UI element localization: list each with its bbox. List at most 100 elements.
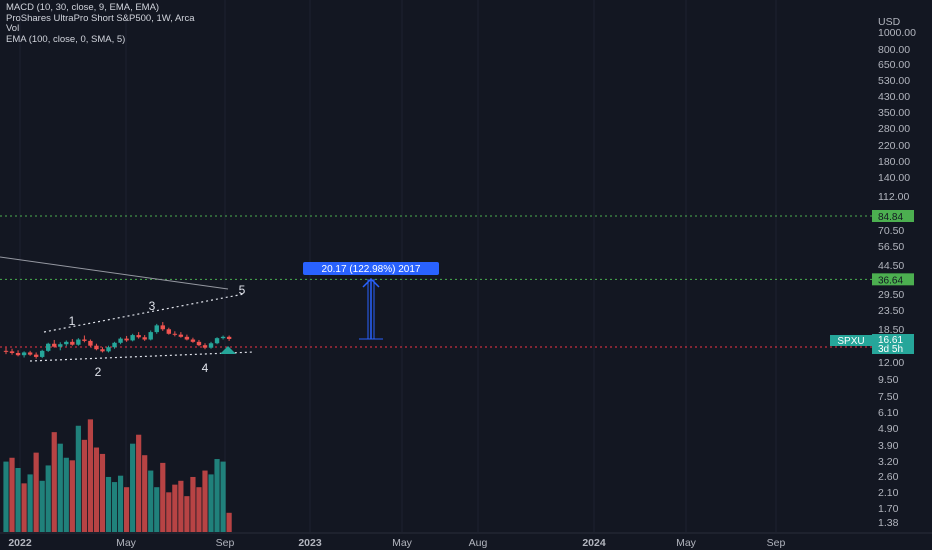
volume-bar xyxy=(220,461,226,532)
level-price-tag xyxy=(872,210,914,222)
candle-body[interactable] xyxy=(226,336,232,340)
legend-symbol-title[interactable]: ProShares UltraPro Short S&P500, 1W, Arc… xyxy=(6,12,195,24)
volume-bar xyxy=(142,455,148,532)
price-axis-tick-label: 9.50 xyxy=(878,374,899,386)
candle-body[interactable] xyxy=(142,337,147,340)
volume-bar xyxy=(39,480,45,532)
candle-body[interactable] xyxy=(184,336,190,340)
volume-bar xyxy=(21,483,27,532)
price-axis-tick-label: 800.00 xyxy=(878,44,910,56)
candle-body[interactable] xyxy=(76,339,81,345)
volume-bar xyxy=(27,474,33,532)
time-axis-tick-label: 2022 xyxy=(8,537,32,549)
volume-bar xyxy=(202,470,208,532)
time-axis-tick-label: Aug xyxy=(469,537,488,549)
price-axis-tick-label: 12.00 xyxy=(878,357,904,369)
candle-body[interactable] xyxy=(178,334,184,337)
time-axis-tick-label: May xyxy=(676,537,697,549)
candle-body[interactable] xyxy=(112,342,117,348)
time-axis-tick-label: Sep xyxy=(216,537,235,549)
candle-body[interactable] xyxy=(130,335,135,341)
legend-volume[interactable]: Vol xyxy=(6,23,20,34)
price-axis-tick-label: 56.50 xyxy=(878,241,904,253)
candle-body[interactable] xyxy=(88,340,93,346)
time-axis-tick-label: 2023 xyxy=(298,537,322,549)
candle-body[interactable] xyxy=(172,333,178,335)
candle-body[interactable] xyxy=(52,343,57,347)
volume-bar xyxy=(3,461,9,532)
volume-bar xyxy=(117,475,124,532)
candle-body[interactable] xyxy=(136,335,141,338)
price-axis-tick-label: 650.00 xyxy=(878,59,910,71)
volume-bar xyxy=(178,480,184,532)
candle-body[interactable] xyxy=(64,341,69,345)
price-axis-tick-label: 1.70 xyxy=(878,503,899,515)
candle-body[interactable] xyxy=(106,347,111,352)
candle-body[interactable] xyxy=(208,343,214,348)
up-arrow-marker[interactable] xyxy=(220,346,236,354)
candle-body[interactable] xyxy=(124,338,129,341)
candle-body[interactable] xyxy=(9,351,15,353)
time-axis-tick-label: May xyxy=(392,537,413,549)
volume-bar xyxy=(160,462,166,532)
wave-label: 3 xyxy=(149,299,156,313)
measure-arrow-head xyxy=(362,277,380,288)
volume-bar xyxy=(130,443,136,532)
volume-bar xyxy=(111,482,118,532)
candle-body[interactable] xyxy=(94,345,99,350)
volume-bar xyxy=(69,460,75,532)
candle-body[interactable] xyxy=(100,349,105,352)
price-axis-tick-label: 1.38 xyxy=(878,517,899,529)
volume-bar xyxy=(51,432,57,532)
candle-body[interactable] xyxy=(15,352,21,356)
candle-body[interactable] xyxy=(148,332,153,340)
candle-body[interactable] xyxy=(118,338,123,343)
symbol-tag-label: SPXU xyxy=(837,336,864,347)
level-price-tag-label: 36.64 xyxy=(878,275,903,286)
candle-body[interactable] xyxy=(202,345,208,348)
volume-bar xyxy=(124,487,130,532)
price-axis-tick-label: 70.50 xyxy=(878,225,904,237)
candle-body[interactable] xyxy=(39,350,45,357)
legend-macd[interactable]: MACD (10, 30, close, 9, EMA, EMA) xyxy=(6,2,160,13)
price-axis-tick-label: 180.00 xyxy=(878,156,910,168)
pattern-upper-trendline[interactable] xyxy=(43,293,245,333)
candle-body[interactable] xyxy=(160,325,165,330)
candle-body[interactable] xyxy=(46,343,51,351)
symbol-tag[interactable] xyxy=(830,335,872,346)
last-price-value: 16.61 xyxy=(878,335,903,346)
last-price-tag xyxy=(872,334,914,354)
ema-line xyxy=(0,256,229,290)
time-axis-tick-label: Sep xyxy=(767,537,786,549)
candle-body[interactable] xyxy=(21,352,27,356)
price-axis-tick-label: 18.50 xyxy=(878,324,904,336)
candle-body[interactable] xyxy=(33,354,39,357)
price-axis-tick-label: 220.00 xyxy=(878,140,910,152)
pattern-lower-trendline[interactable] xyxy=(29,351,255,362)
candle-body[interactable] xyxy=(214,338,220,344)
price-axis-tick-label: 280.00 xyxy=(878,123,910,135)
price-axis-tick-label: 2.10 xyxy=(878,487,899,499)
price-axis-tick-label: 112.00 xyxy=(878,191,909,203)
level-price-tag-label: 84.84 xyxy=(878,212,903,223)
candle-body[interactable] xyxy=(82,339,87,341)
candle-body[interactable] xyxy=(166,329,172,334)
chart-legend: MACD (10, 30, close, 9, EMA, EMA) ProSha… xyxy=(6,2,195,45)
candle-body[interactable] xyxy=(27,352,33,355)
candle-body[interactable] xyxy=(58,344,63,347)
time-axis-tick-label: 2024 xyxy=(582,537,606,549)
legend-ema[interactable]: EMA (100, close, 0, SMA, 5) xyxy=(6,33,126,45)
candle-body[interactable] xyxy=(3,350,9,352)
candle-body[interactable] xyxy=(70,341,75,345)
price-axis-tick-label: 4.90 xyxy=(878,423,899,435)
price-axis-tick-label: 44.50 xyxy=(878,260,904,272)
candle-body[interactable] xyxy=(190,339,196,342)
volume-bar xyxy=(9,457,15,532)
price-axis-tick-label: 3.20 xyxy=(878,456,899,468)
candle-body[interactable] xyxy=(220,336,226,339)
candle-body[interactable] xyxy=(154,325,159,333)
measure-label-box[interactable] xyxy=(303,262,439,275)
candle-body[interactable] xyxy=(196,341,202,346)
